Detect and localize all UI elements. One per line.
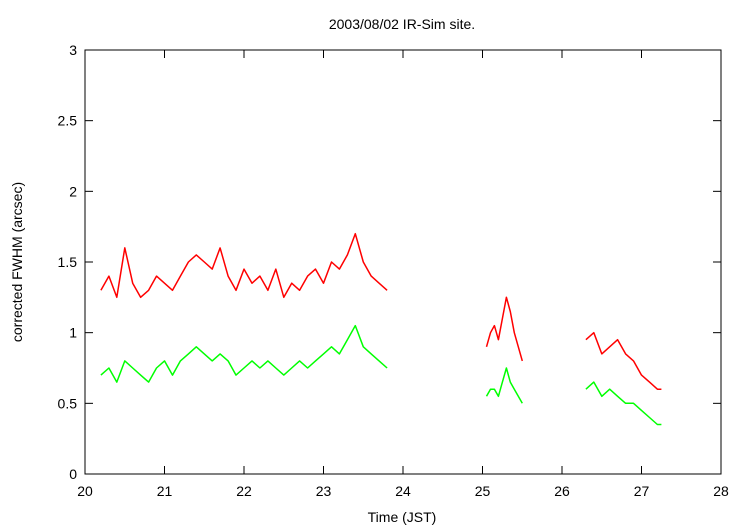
x-tick-label: 22 [236, 483, 252, 499]
y-axis-label: corrected FWHM (arcsec) [9, 182, 25, 342]
series-1-segment-0 [100, 324, 388, 383]
series-0-segment-2 [585, 331, 662, 390]
series-1-segment-1 [485, 367, 523, 404]
x-tick-label: 25 [475, 483, 491, 499]
series-1-segment-2 [585, 381, 662, 426]
chart-title: 2003/08/02 IR-Sim site. [329, 16, 475, 32]
x-tick-label: 21 [157, 483, 173, 499]
x-tick-label: 20 [77, 483, 93, 499]
series-layer [100, 232, 662, 426]
x-tick-label: 27 [634, 483, 650, 499]
series-0-segment-1 [485, 296, 524, 362]
y-tick-label: 3 [69, 42, 77, 58]
y-tick-label: 1 [69, 325, 77, 341]
axis-layer: 20 21 22 23 24 25 26 27 28 0 0.5 1 1.5 2 2.5 3 [58, 42, 729, 499]
y-tick-label: 0.5 [58, 395, 78, 411]
y-tick-label: 2 [69, 183, 77, 199]
x-axis-label: Time (JST) [368, 509, 437, 525]
x-tick-label: 26 [554, 483, 570, 499]
plot-frame [84, 49, 722, 475]
series-0-segment-0 [100, 232, 388, 299]
y-tick-label: 2.5 [58, 113, 78, 129]
y-tick-label: 1.5 [58, 254, 78, 270]
y-tick-label: 0 [69, 466, 77, 482]
x-tick-label: 24 [395, 483, 411, 499]
x-tick-label: 28 [713, 483, 729, 499]
x-tick-label: 23 [316, 483, 332, 499]
